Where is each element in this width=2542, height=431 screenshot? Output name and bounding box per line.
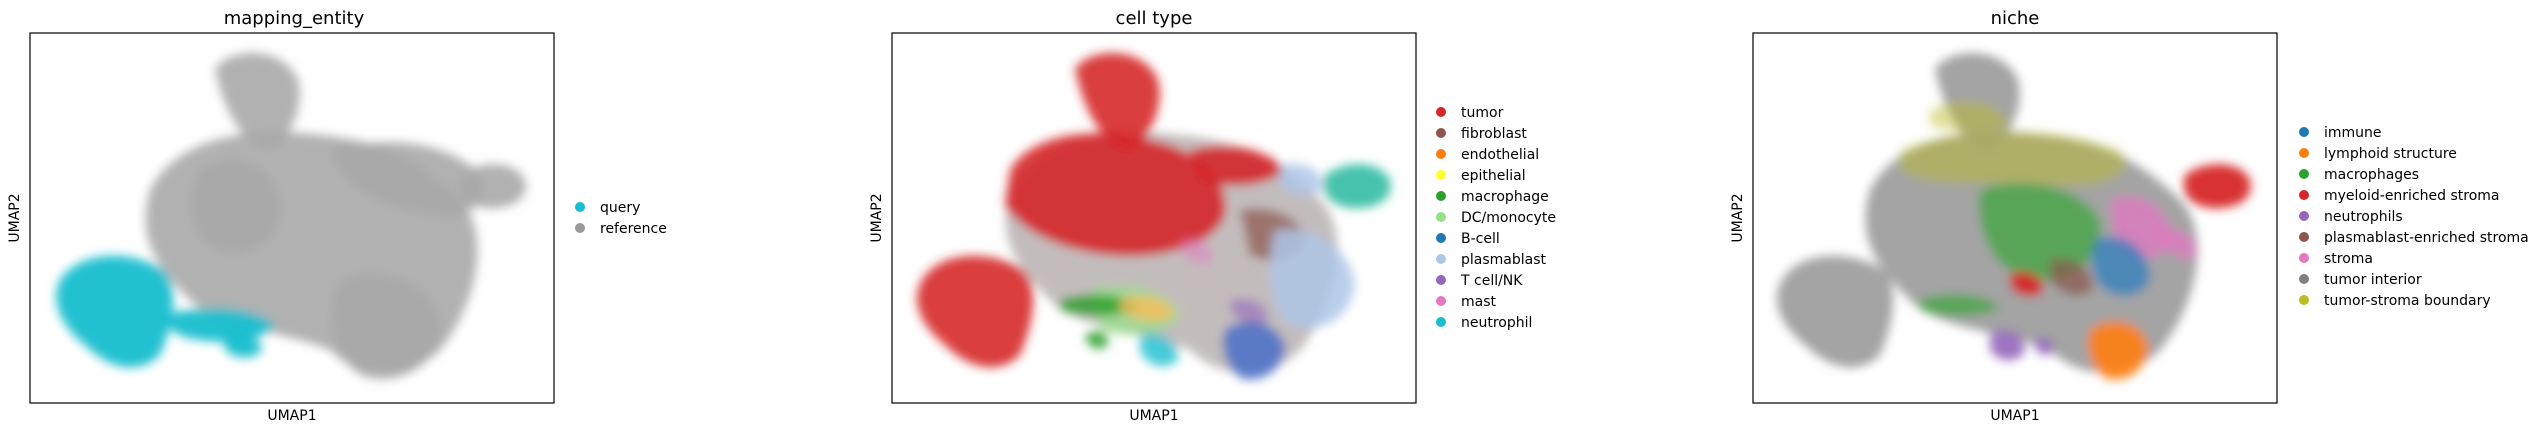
legend-marker	[1436, 254, 1446, 264]
y-axis-label: UMAP2	[869, 193, 885, 242]
y-axis-label: UMAP2	[1730, 193, 1746, 242]
legend-label: endothelial	[1461, 147, 1539, 163]
legend-marker	[1436, 296, 1446, 306]
panel-title: mapping_entity	[224, 8, 365, 29]
legend-marker	[2299, 190, 2309, 200]
x-axis-label: UMAP1	[1990, 408, 2039, 424]
legend: query reference	[575, 200, 667, 237]
plot-frame	[891, 32, 1417, 404]
scatter-cloud-mapping-entity	[56, 52, 526, 380]
legend-label: plasmablast	[1461, 252, 1547, 268]
y-axis-label: UMAP2	[7, 193, 23, 242]
legend-marker	[1436, 317, 1446, 327]
legend-label: lymphoid structure	[2324, 146, 2457, 162]
legend-marker	[1436, 191, 1446, 201]
legend-label: query	[600, 200, 640, 216]
legend-label: stroma	[2324, 251, 2373, 267]
legend-marker	[1436, 212, 1446, 222]
legend-label: macrophage	[1461, 189, 1549, 205]
legend-marker	[1436, 233, 1446, 243]
legend-label: T cell/NK	[1460, 273, 1523, 289]
legend-marker	[1436, 128, 1446, 138]
x-axis-label: UMAP1	[267, 408, 316, 424]
panel-niche: niche	[1730, 8, 2529, 424]
panel-title: cell type	[1116, 8, 1193, 29]
legend-marker	[2299, 253, 2309, 263]
legend-label: tumor interior	[2324, 272, 2422, 288]
panel-cell-type: cell type	[869, 8, 1556, 424]
legend-label: immune	[2324, 125, 2382, 141]
legend-label: tumor	[1461, 105, 1504, 121]
legend-marker	[1436, 149, 1446, 159]
legend-label: neutrophils	[2324, 209, 2403, 225]
legend-label: plasmablast-enriched stroma	[2324, 230, 2529, 246]
legend-marker	[2299, 211, 2309, 221]
legend-marker	[1436, 275, 1446, 285]
legend-label: fibroblast	[1461, 126, 1527, 142]
legend-marker	[575, 202, 585, 212]
legend-label: reference	[600, 221, 667, 237]
legend-label: macrophages	[2324, 167, 2419, 183]
legend: tumor fibroblast endothelial epithelial macr…	[1436, 105, 1556, 331]
legend-marker	[2299, 169, 2309, 179]
legend-label: DC/monocyte	[1461, 210, 1556, 226]
plot-frame	[29, 32, 555, 404]
panel-mapping-entity: mapping_entity UMAP1 UMAP2 query referenc…	[7, 8, 667, 424]
legend: immune lymphoid structure macrophages myelo…	[2299, 125, 2529, 309]
legend-label: epithelial	[1461, 168, 1526, 184]
legend-marker	[2299, 148, 2309, 158]
legend-label: neutrophil	[1461, 315, 1532, 331]
legend-label: myeloid-enriched stroma	[2324, 188, 2500, 204]
scatter-cloud-niche	[1776, 52, 2251, 380]
legend-marker	[2299, 232, 2309, 242]
scatter-cloud-cell-type	[916, 52, 1391, 380]
legend-marker	[2299, 127, 2309, 137]
legend-marker	[575, 223, 585, 233]
legend-marker	[1436, 170, 1446, 180]
x-axis-label: UMAP1	[1129, 408, 1178, 424]
panel-title: niche	[1991, 8, 2040, 29]
legend-marker	[2299, 274, 2309, 284]
legend-label: mast	[1461, 294, 1497, 310]
legend-marker	[1436, 107, 1446, 117]
plot-frame	[1752, 32, 2278, 404]
legend-label: B-cell	[1461, 231, 1500, 247]
legend-marker	[2299, 295, 2309, 305]
legend-label: tumor-stroma boundary	[2324, 293, 2491, 309]
